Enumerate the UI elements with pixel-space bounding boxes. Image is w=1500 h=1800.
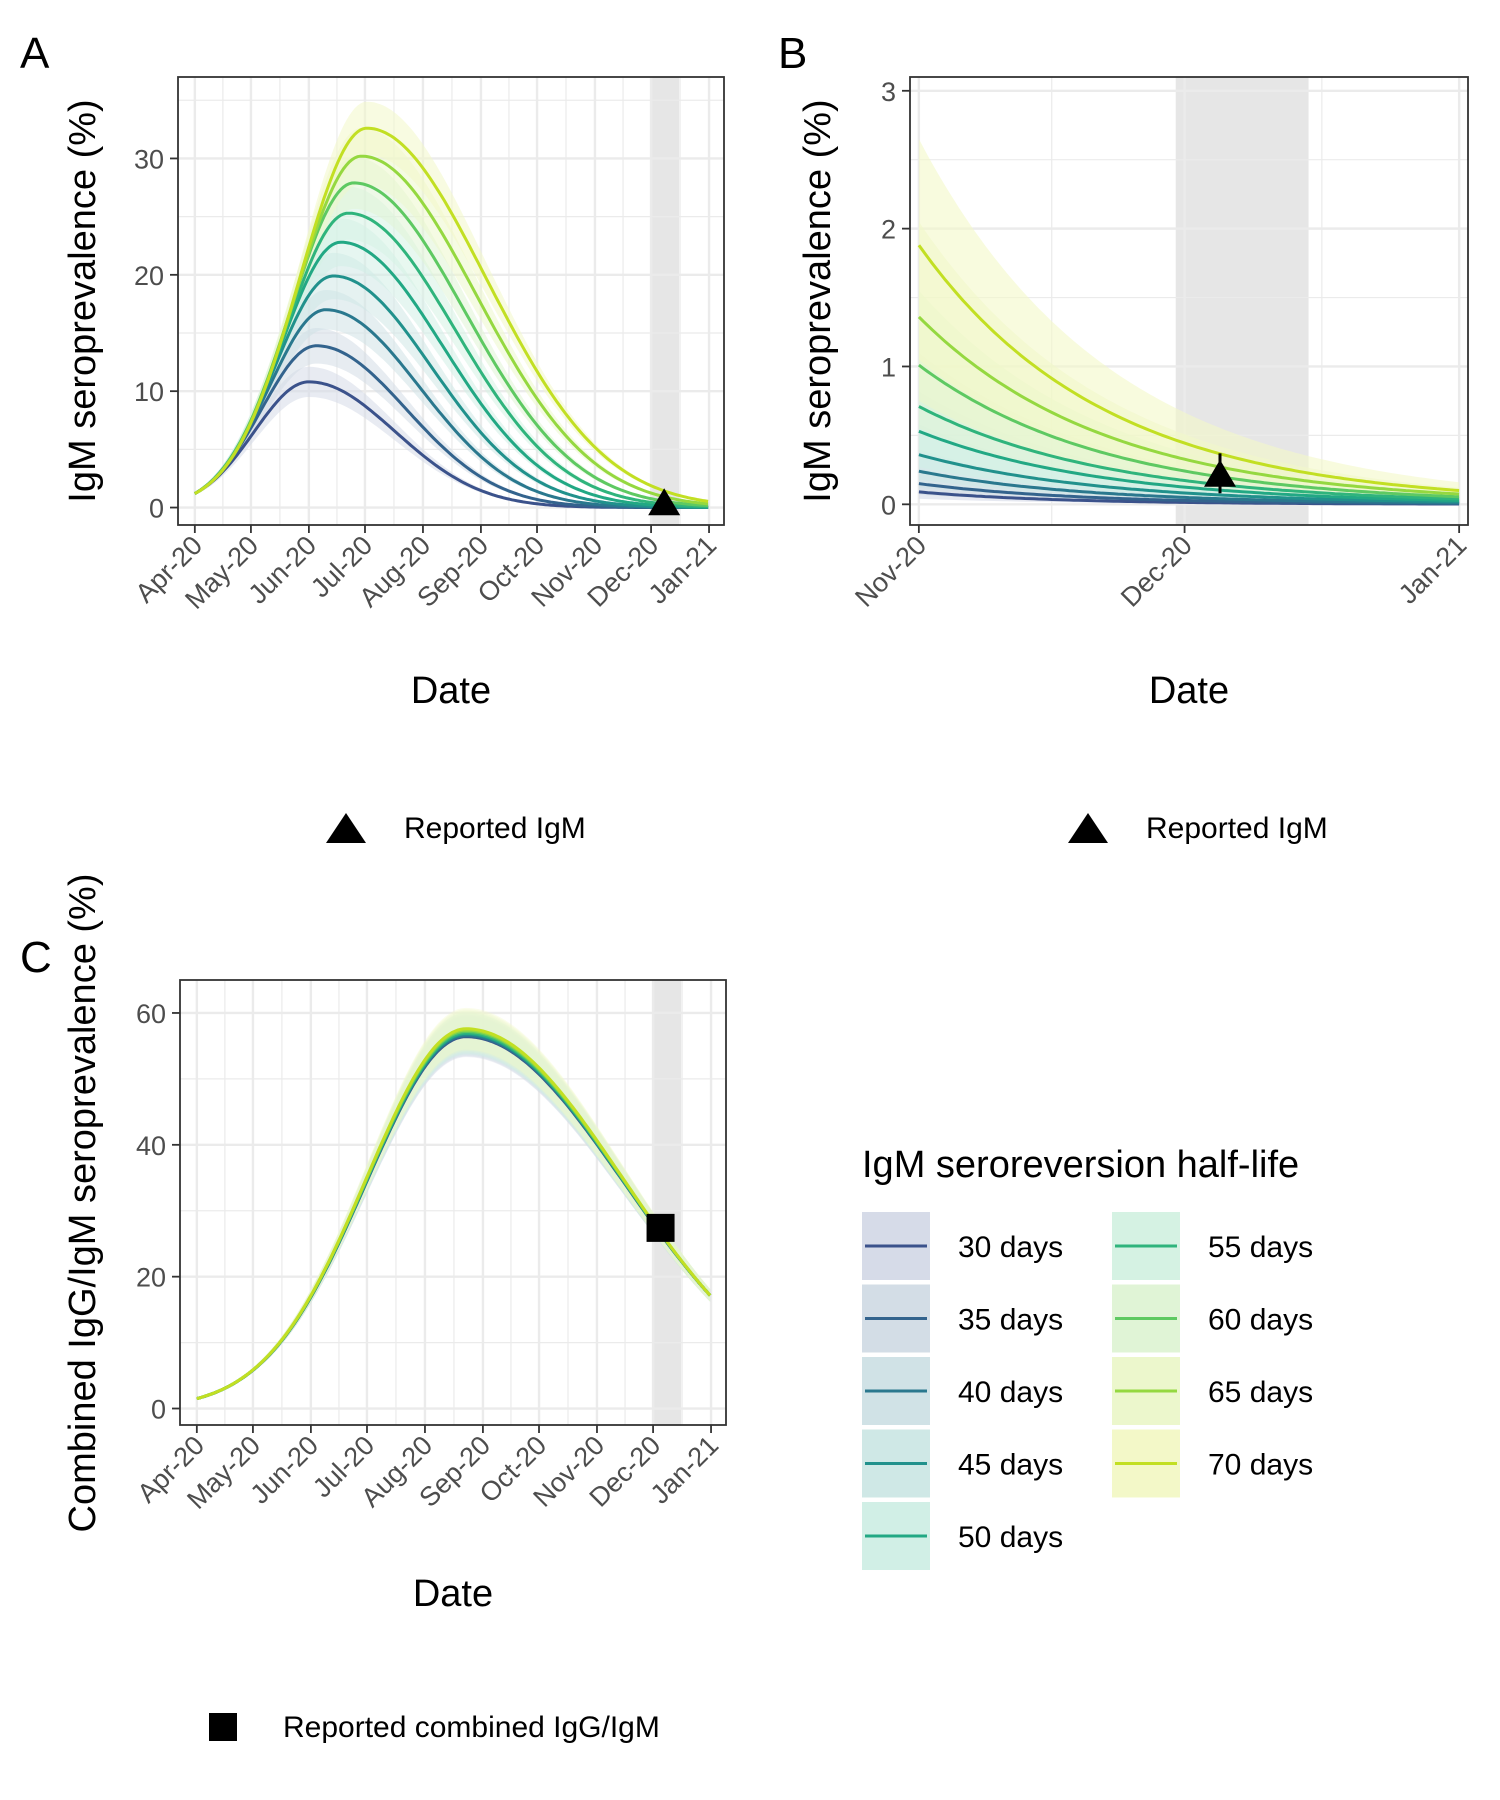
x-tick-label: Nov-20 bbox=[849, 530, 932, 613]
panel-c-xlabel: Date bbox=[413, 1573, 493, 1615]
panel-c-ylabel: Combined IgG/IgM seroprevalence (%) bbox=[62, 874, 104, 1533]
series-line-45d bbox=[194, 274, 709, 509]
panel-b-frame bbox=[909, 76, 1469, 526]
reported-igm-triangle-icon bbox=[1204, 459, 1236, 487]
ci-band-30d bbox=[194, 366, 709, 508]
panel-c-marker-legend: Reported combined IgG/IgM bbox=[209, 1711, 660, 1744]
legend-item-45-days: 45 days bbox=[862, 1429, 1063, 1498]
series-line-70d bbox=[917, 244, 1460, 492]
sampling-period-shade bbox=[651, 77, 680, 525]
panel-c-legend-square-icon bbox=[209, 1713, 237, 1741]
panel-b-tag: B bbox=[778, 29, 807, 78]
ci-band-40d bbox=[196, 1014, 711, 1400]
legend-item-60-days: 60 days bbox=[1112, 1284, 1313, 1353]
legend-item-30-days: 30 days bbox=[862, 1212, 1063, 1280]
ci-band-50d bbox=[194, 218, 709, 508]
y-tick-label: 20 bbox=[134, 261, 164, 291]
legend-item-label: 50 days bbox=[958, 1521, 1063, 1554]
panel-a-legend-triangle-icon bbox=[326, 813, 366, 843]
panel-c-frame bbox=[179, 979, 727, 1426]
half-life-legend: IgM seroreversion half-life 30 days 35 da… bbox=[862, 1144, 1313, 1570]
legend-item-label: 55 days bbox=[1208, 1231, 1313, 1264]
panel-c-legend-label: Reported combined IgG/IgM bbox=[283, 1711, 660, 1744]
half-life-legend-title: IgM seroreversion half-life bbox=[862, 1144, 1299, 1186]
series-line-70d bbox=[194, 126, 709, 503]
legend-item-40-days: 40 days bbox=[862, 1357, 1063, 1425]
series-line-40d bbox=[918, 469, 1460, 505]
y-tick-label: 3 bbox=[881, 77, 896, 107]
series-line-70d bbox=[196, 1027, 712, 1401]
reported-combined-square-icon bbox=[646, 1213, 675, 1242]
legend-item-55-days: 55 days bbox=[1112, 1212, 1313, 1280]
panel-c-tag: C bbox=[20, 933, 52, 982]
ci-band-30d bbox=[196, 1016, 711, 1400]
panel-a-tag: A bbox=[20, 29, 50, 78]
reported-igm-triangle-icon bbox=[648, 488, 681, 516]
x-tick-label: Jan-21 bbox=[1393, 530, 1473, 610]
y-tick-label: 40 bbox=[136, 1131, 166, 1161]
y-tick-label: 30 bbox=[134, 144, 164, 174]
legend-item-65-days: 65 days bbox=[1112, 1357, 1313, 1425]
y-tick-label: 60 bbox=[136, 999, 166, 1029]
series-line-65d bbox=[917, 315, 1460, 496]
panel-b-legend-label: Reported IgM bbox=[1146, 812, 1328, 845]
legend-item-label: 65 days bbox=[1208, 1376, 1313, 1409]
panel-b: B 0 1 2 3 Nov-20 Dec-20 Jan-21 Date IgM serop… bbox=[778, 29, 1472, 845]
series-line-50d bbox=[918, 429, 1460, 502]
panel-b-ylabel: IgM seroprevalence (%) bbox=[797, 99, 839, 502]
series-line-45d bbox=[918, 453, 1460, 504]
series-line-60d bbox=[918, 363, 1460, 499]
ci-band-60d bbox=[196, 1010, 711, 1400]
panel-a-marker-legend: Reported IgM bbox=[326, 812, 586, 845]
x-tick-label: Dec-20 bbox=[1115, 530, 1198, 613]
legend-item-35-days: 35 days bbox=[862, 1284, 1063, 1353]
ci-band-65d bbox=[196, 1009, 711, 1400]
y-tick-label: 0 bbox=[149, 494, 164, 524]
y-tick-label: 20 bbox=[136, 1263, 166, 1293]
ci-band-50d bbox=[196, 1012, 711, 1400]
panel-a-legend-label: Reported IgM bbox=[404, 812, 586, 845]
legend-item-label: 40 days bbox=[958, 1376, 1063, 1409]
legend-item-label: 45 days bbox=[958, 1449, 1063, 1482]
legend-item-50-days: 50 days bbox=[862, 1502, 1063, 1570]
ci-band-45d bbox=[196, 1013, 711, 1400]
ci-band-70d bbox=[918, 139, 1460, 498]
panel-b-xlabel: Date bbox=[1149, 670, 1229, 712]
legend-item-label: 60 days bbox=[1208, 1304, 1313, 1337]
y-tick-label: 1 bbox=[881, 352, 896, 382]
legend-item-label: 35 days bbox=[958, 1304, 1063, 1337]
series-line-55d bbox=[918, 405, 1460, 501]
panel-b-legend-triangle-icon bbox=[1068, 813, 1108, 843]
legend-item-label: 30 days bbox=[958, 1231, 1063, 1264]
ci-band-70d bbox=[196, 1007, 711, 1400]
ci-band-35d bbox=[196, 1015, 711, 1400]
sampling-period-shade bbox=[653, 980, 682, 1425]
panel-a-frame bbox=[177, 76, 725, 526]
panel-b-marker-legend: Reported IgM bbox=[1068, 812, 1328, 845]
legend-item-70-days: 70 days bbox=[1112, 1429, 1313, 1498]
y-tick-label: 2 bbox=[881, 215, 896, 245]
y-tick-label: 10 bbox=[134, 377, 164, 407]
ci-band-55d bbox=[196, 1012, 711, 1400]
y-tick-label: 0 bbox=[881, 490, 896, 520]
y-tick-label: 0 bbox=[151, 1395, 166, 1425]
series-line-40d bbox=[194, 308, 709, 509]
legend-item-label: 70 days bbox=[1208, 1449, 1313, 1482]
panel-a-ylabel: IgM seroprevalence (%) bbox=[62, 99, 104, 502]
panel-a-xlabel: Date bbox=[411, 670, 491, 712]
